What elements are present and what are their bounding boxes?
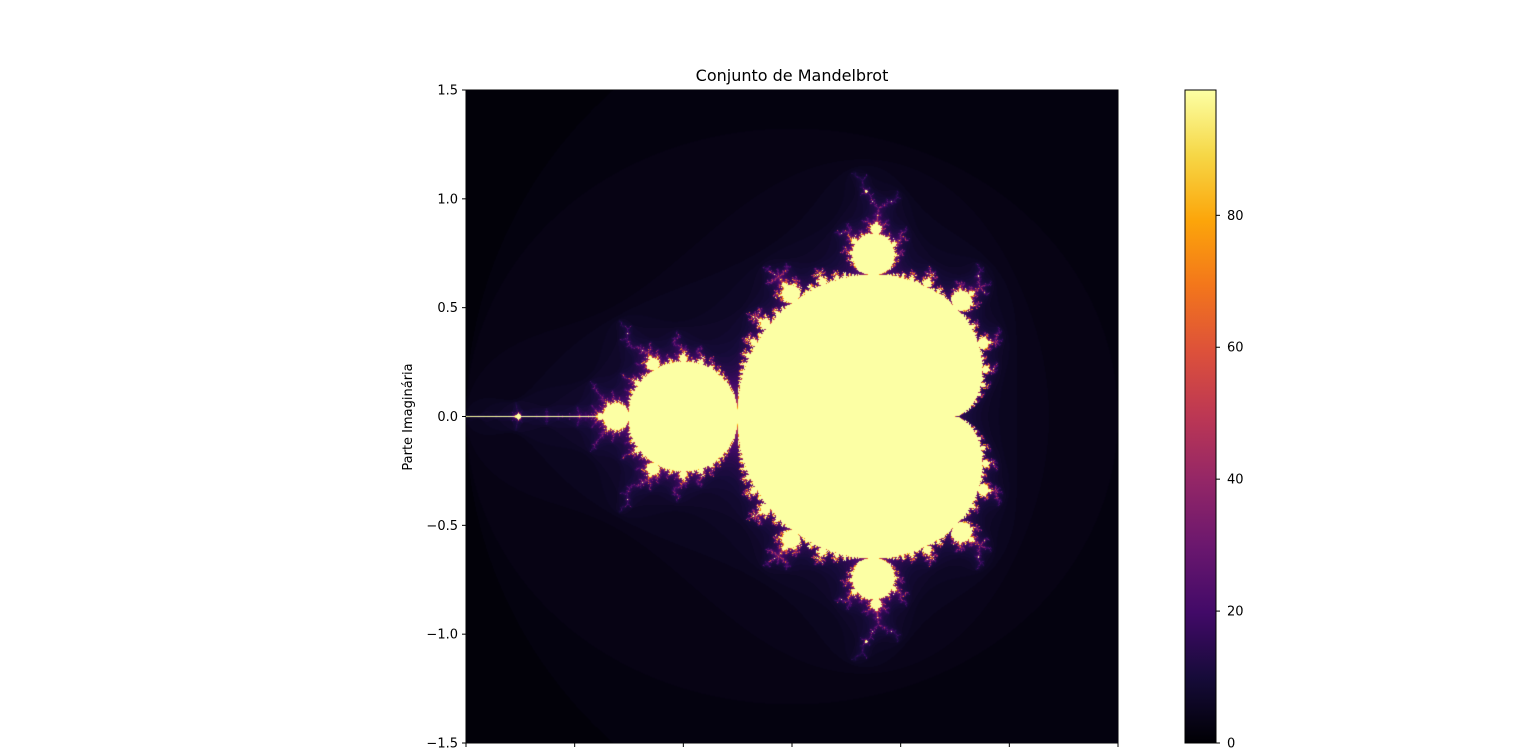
y-tick-label: −1.5 [426,737,458,752]
colorbar-ticks: 0 20 40 60 80 [1216,209,1244,752]
x-axis-ticks [465,743,1119,747]
colorbar-tick-label: 80 [1227,209,1244,224]
y-axis-label: Parte Imaginária [401,363,416,470]
colorbar-tick-label: 0 [1227,737,1235,752]
y-tick-label: 1.5 [437,84,458,99]
y-tick-label: −1.0 [426,628,458,643]
y-tick-label: 0.5 [437,301,458,316]
y-axis-ticks: −1.5 −1.0 −0.5 0.0 0.5 1.0 1.5 [426,84,466,752]
colorbar-tick-label: 40 [1227,473,1244,488]
y-tick-label: −0.5 [426,519,458,534]
y-tick-label: 1.0 [437,192,458,207]
colorbar-tick-label: 20 [1227,605,1244,620]
chart-title: Conjunto de Mandelbrot [696,66,889,85]
y-tick-label: 0.0 [437,410,458,425]
colorbar-tick-label: 60 [1227,341,1244,356]
colorbar [1184,89,1217,744]
mandelbrot-heatmap [466,90,1118,743]
